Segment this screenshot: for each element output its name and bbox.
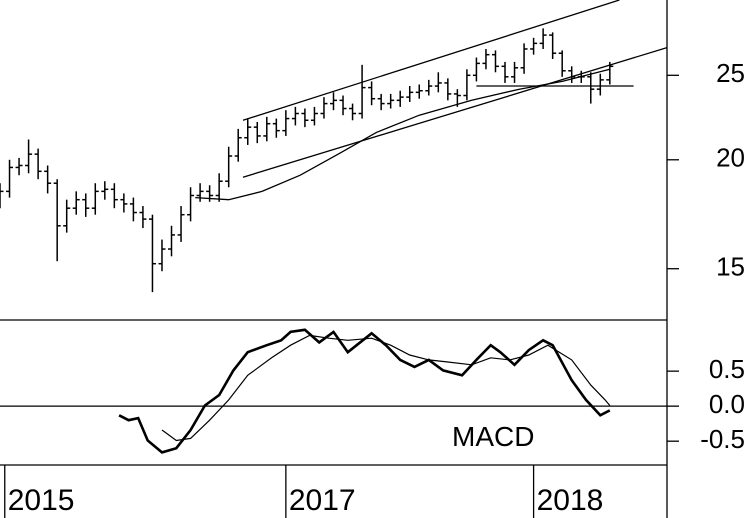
macd-line xyxy=(118,328,611,454)
y-tick-label: 0.5 xyxy=(709,354,745,384)
y-tick-label: -0.5 xyxy=(700,424,745,454)
x-tick-label: 2015 xyxy=(8,484,75,517)
y-tick-label: 25 xyxy=(716,58,745,88)
trendline xyxy=(242,46,668,178)
x-tick-label: 2017 xyxy=(289,484,356,517)
y-tick-label: 0.0 xyxy=(709,389,745,419)
y-tick-label: 20 xyxy=(716,143,745,173)
x-tick-label: 2018 xyxy=(537,484,604,517)
y-tick-label: 15 xyxy=(716,252,745,282)
macd-line xyxy=(161,334,611,442)
panel-label: MACD xyxy=(452,421,534,452)
trendline xyxy=(242,0,620,121)
frame xyxy=(0,0,668,518)
